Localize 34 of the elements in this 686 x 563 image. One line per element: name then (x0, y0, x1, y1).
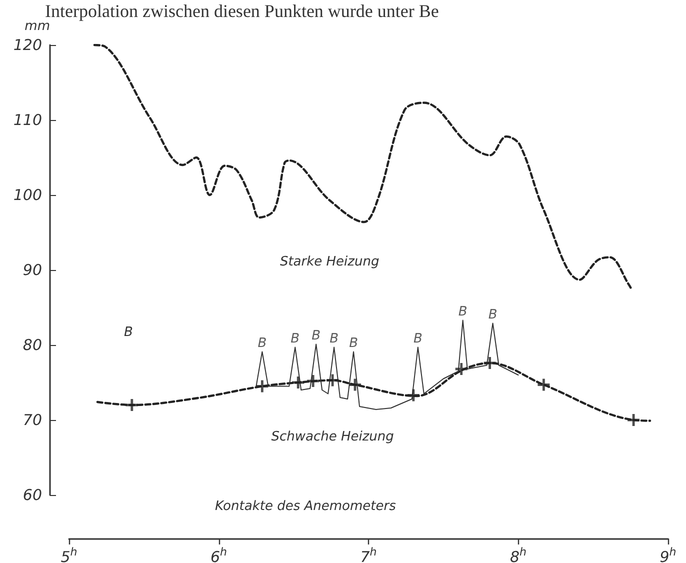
point (349, 378, 362, 391)
line-series (93, 44, 634, 292)
annotation: B (124, 325, 133, 340)
point (126, 399, 138, 411)
y-tick-label: 60 (22, 486, 42, 504)
y-tick-label: 100 (13, 186, 42, 204)
y-tick-label: 120 (13, 36, 42, 54)
point (292, 376, 304, 388)
y-tick-label: 70 (22, 411, 42, 429)
y-tick-label: 90 (22, 261, 42, 279)
point (326, 374, 339, 386)
text: Starke Heizung (280, 254, 380, 270)
annotation: B (312, 328, 321, 344)
annotation: B (330, 331, 339, 346)
y-axis-title: mm (24, 19, 50, 34)
annotation: B (458, 304, 468, 320)
line-series (256, 320, 519, 410)
point (407, 389, 420, 402)
text: Kontakte des Anemometers (215, 499, 396, 514)
point (307, 375, 320, 387)
y-tick-label: 80 (22, 336, 42, 354)
point (256, 380, 268, 392)
text: Interpolation zwischen diesen Punkten wurde unter Be (45, 1, 439, 21)
annotation: B (488, 307, 498, 322)
text: Schwache Heizung (271, 429, 394, 444)
point (628, 414, 640, 426)
point (455, 363, 468, 375)
point (484, 357, 496, 369)
annotation: B (349, 336, 358, 351)
y-tick-label: 110 (13, 111, 42, 129)
annotation: B (258, 336, 267, 351)
point (538, 378, 550, 391)
annotation: B (290, 331, 300, 346)
annotation: B (413, 331, 422, 346)
